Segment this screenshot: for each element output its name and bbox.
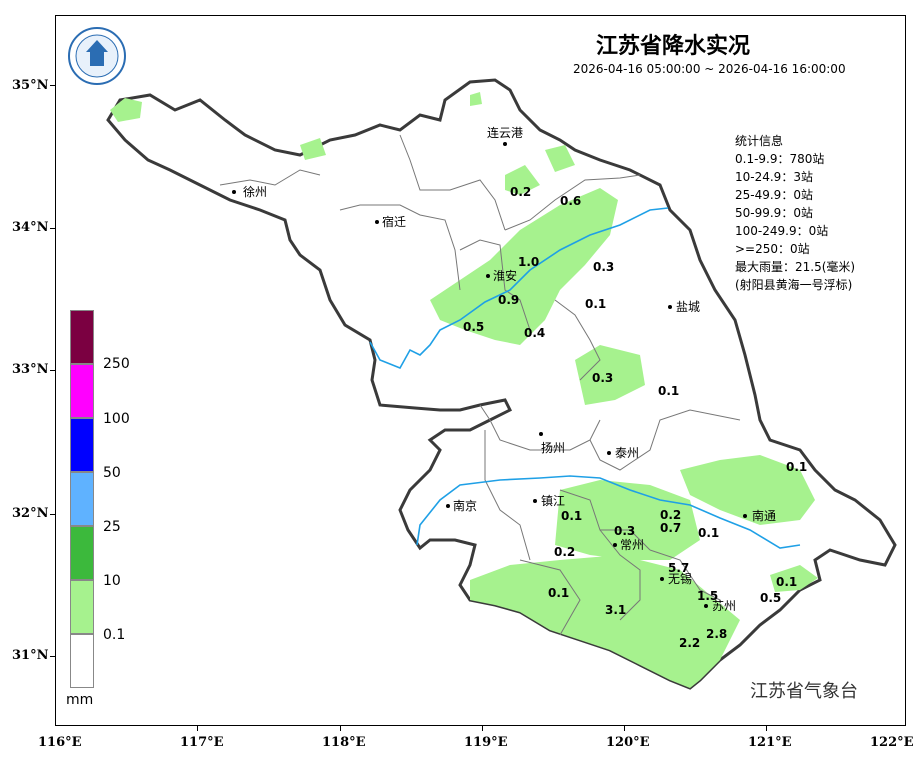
lat-label: 32°N <box>12 506 49 521</box>
svg-text:0.9: 0.9 <box>498 293 519 307</box>
lat-label: 34°N <box>12 220 49 235</box>
svg-text:0.7: 0.7 <box>660 521 681 535</box>
city-markers: 徐州 宿迁 连云港 淮安 盐城 扬州 泰州 南京 镇江 常州 无锡 苏州 南通 <box>232 125 776 613</box>
svg-text:淮安: 淮安 <box>493 268 517 283</box>
river <box>369 207 801 549</box>
svg-text:0.2: 0.2 <box>510 185 531 199</box>
svg-text:0.1: 0.1 <box>585 297 606 311</box>
svg-text:连云港: 连云港 <box>487 125 523 140</box>
svg-text:0.2: 0.2 <box>660 508 681 522</box>
lat-label: 35°N <box>12 78 49 93</box>
svg-text:无锡: 无锡 <box>668 571 692 586</box>
svg-text:5.7: 5.7 <box>668 561 689 575</box>
svg-text:2.8: 2.8 <box>706 627 727 641</box>
svg-text:0.5: 0.5 <box>760 591 781 605</box>
svg-text:0.3: 0.3 <box>593 260 614 274</box>
agency-label: 江苏省气象台 <box>750 681 858 702</box>
lon-label: 120°E <box>606 735 650 750</box>
svg-text:0.3: 0.3 <box>592 371 613 385</box>
svg-text:0.5: 0.5 <box>463 320 484 334</box>
rain-area-10mm <box>110 92 818 688</box>
svg-text:0.6: 0.6 <box>560 194 581 208</box>
svg-text:宿迁: 宿迁 <box>382 214 406 229</box>
svg-text:1.0: 1.0 <box>518 255 539 269</box>
lon-label: 121°E <box>748 735 792 750</box>
svg-text:苏州: 苏州 <box>712 599 736 613</box>
lon-label: 119°E <box>464 735 508 750</box>
lon-label: 122°E <box>870 735 914 750</box>
svg-text:1.5: 1.5 <box>697 589 718 603</box>
lon-label: 116°E <box>38 735 82 750</box>
svg-text:南通: 南通 <box>752 508 776 523</box>
statistics-panel: 统计信息 0.1-9.9：780站 10-24.9：3站 25-49.9：0站 50-… <box>735 134 856 292</box>
svg-text:0.2: 0.2 <box>554 545 575 559</box>
svg-text:0.1: 0.1 <box>698 526 719 540</box>
svg-text:0.1: 0.1 <box>658 384 679 398</box>
svg-text:0.1: 0.1 <box>776 575 797 589</box>
svg-text:0.1: 0.1 <box>548 586 569 600</box>
svg-text:镇江: 镇江 <box>541 494 565 508</box>
map-title: 江苏省降水实况 <box>596 34 751 59</box>
logo <box>68 27 126 85</box>
lon-label: 117°E <box>180 735 224 750</box>
svg-text:2.2: 2.2 <box>679 636 700 650</box>
svg-text:南京: 南京 <box>453 498 477 513</box>
time-range: 2026-04-16 05:00:00 ~ 2026-04-16 16:00:0… <box>573 62 846 76</box>
color-legend: 250 100 50 25 10 0.1 <box>70 310 130 688</box>
svg-text:3.1: 3.1 <box>605 603 626 617</box>
legend-unit: mm <box>66 692 94 708</box>
svg-text:0.3: 0.3 <box>614 524 635 538</box>
svg-text:徐州: 徐州 <box>243 184 267 199</box>
svg-text:泰州: 泰州 <box>615 446 639 460</box>
svg-text:扬州: 扬州 <box>541 440 565 455</box>
svg-text:0.1: 0.1 <box>786 460 807 474</box>
lat-label: 31°N <box>12 648 49 663</box>
lon-label: 118°E <box>322 735 366 750</box>
lat-label: 33°N <box>12 362 49 377</box>
svg-text:常州: 常州 <box>620 538 644 552</box>
svg-text:0.4: 0.4 <box>524 326 545 340</box>
svg-text:0.1: 0.1 <box>561 509 582 523</box>
rain-values: 0.2 0.6 1.0 0.3 0.9 0.1 0.5 0.4 0.3 0.1 … <box>463 185 807 650</box>
svg-text:盐城: 盐城 <box>676 300 700 314</box>
